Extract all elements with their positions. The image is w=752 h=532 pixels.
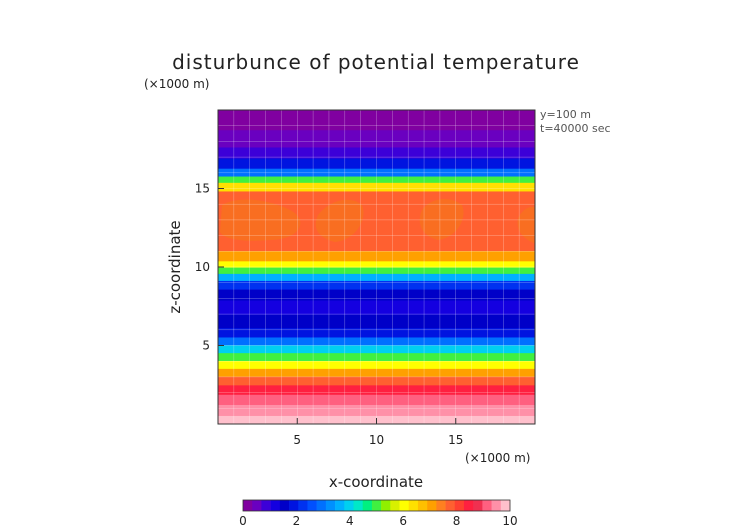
colorbar-swatch — [298, 500, 308, 511]
x-axis-label: x-coordinate — [329, 473, 423, 491]
colorbar-swatch — [261, 500, 271, 511]
colorbar-swatch — [463, 500, 474, 511]
heatmap-band — [218, 280, 535, 290]
z-unit-label: (×1000 m) — [144, 77, 209, 91]
heatmap-band — [218, 175, 535, 183]
anomaly-blobs — [220, 198, 535, 244]
heatmap-band — [218, 352, 535, 362]
colorbar-swatch — [482, 500, 492, 511]
heatmap-band — [218, 384, 535, 395]
heatmap-band — [218, 314, 535, 329]
anomaly-blob — [419, 198, 464, 240]
heatmap-band — [218, 299, 535, 315]
heatmap-band — [218, 376, 535, 386]
heatmap-band — [218, 360, 535, 369]
colorbar-swatch — [252, 500, 262, 511]
heatmap-band — [218, 368, 535, 377]
heatmap-band — [218, 146, 535, 159]
heatmap-band — [218, 231, 535, 252]
heatmap-band — [218, 288, 535, 301]
colorbar-ticks: 0 2 4 6 8 10 — [239, 514, 517, 528]
colorbar-swatch — [270, 500, 281, 511]
heatmap-band — [218, 336, 535, 346]
colorbar-tick-label: 0 — [239, 514, 247, 528]
colorbar-tick-label: 6 — [399, 514, 407, 528]
heatmap-band — [218, 250, 535, 262]
colorbar-swatch — [279, 500, 290, 511]
colorbar-swatch — [243, 500, 253, 511]
heatmap-band — [218, 157, 535, 169]
colorbar-swatch — [316, 500, 327, 511]
colorbar-swatch — [307, 500, 317, 511]
colorbar-swatch — [473, 500, 483, 511]
colorbar-tick-label: 8 — [453, 514, 461, 528]
colorbar-swatch — [390, 500, 400, 511]
colorbar-tick-label: 4 — [346, 514, 354, 528]
colorbar-swatch — [491, 500, 502, 511]
annotation-y: y=100 m — [540, 108, 591, 121]
x-unit-label: (×1000 m) — [465, 451, 530, 465]
anomaly-blob — [517, 206, 535, 244]
colorbar-swatch — [399, 500, 410, 511]
y-tick-label: 15 — [195, 182, 210, 196]
heatmap-band — [218, 110, 535, 131]
annotation-t: t=40000 sec — [540, 122, 611, 135]
colorbar-swatch — [408, 500, 419, 511]
heatmap-band — [218, 404, 535, 416]
x-axis-ticks: 5 10 15 — [293, 418, 463, 447]
colorbar-tick-label: 2 — [293, 514, 301, 528]
y-axis-ticks: 5 10 15 — [195, 182, 224, 353]
heatmap-band — [218, 327, 535, 338]
colorbar-swatch — [417, 500, 428, 511]
colorbar-swatch — [353, 500, 363, 511]
colorbar-swatch — [436, 500, 446, 511]
y-tick-label: 5 — [202, 339, 210, 353]
colorbar — [242, 499, 511, 512]
chart-title: disturbunce of potential temperature — [172, 50, 580, 74]
y-axis-label: z-coordinate — [166, 220, 184, 313]
x-tick-label: 15 — [448, 433, 463, 447]
heatmap-band — [218, 273, 535, 281]
colorbar-swatch — [381, 500, 391, 511]
colorbar-swatch — [335, 500, 345, 511]
colorbar-swatch — [445, 500, 456, 511]
colorbar-swatch — [289, 500, 299, 511]
heatmap-band — [218, 344, 535, 354]
colorbar-swatch — [325, 500, 336, 511]
x-tick-label: 10 — [369, 433, 384, 447]
colorbar-swatch — [427, 500, 437, 511]
heatmap-band — [218, 260, 535, 268]
plot-grid — [218, 110, 535, 424]
colorbar-swatch — [500, 500, 511, 511]
heatmap-band — [218, 168, 535, 177]
heatmap-band — [218, 129, 535, 148]
colorbar-swatch — [454, 500, 465, 511]
anomaly-blob — [220, 199, 301, 241]
heatmap-band — [218, 182, 535, 192]
anomaly-blob — [315, 199, 364, 242]
x-tick-label: 5 — [293, 433, 301, 447]
heatmap-band — [218, 267, 535, 274]
colorbar-swatch — [344, 500, 354, 511]
colorbar-tick-label: 10 — [502, 514, 517, 528]
heatmap-band — [218, 394, 535, 405]
colorbar-frame — [242, 499, 511, 512]
colorbar-swatch — [371, 500, 382, 511]
colorbar-swatch — [362, 500, 373, 511]
y-tick-label: 10 — [195, 260, 210, 274]
